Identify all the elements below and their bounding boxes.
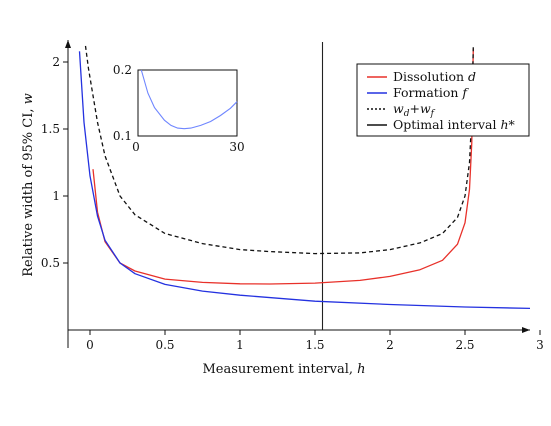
- inset-x-tick-label: 30: [229, 140, 244, 154]
- inset-chart: 0.2 0.10 30: [113, 63, 245, 154]
- x-tick-label: 0: [86, 338, 94, 352]
- legend-entry: Optimal interval h*: [393, 117, 516, 132]
- x-tick-label: 1.5: [305, 338, 324, 352]
- x-axis-label: Measurement interval, h: [202, 362, 365, 377]
- y-tick-label: 2: [52, 55, 60, 69]
- legend-entry: wd+wf: [393, 101, 436, 119]
- formation-f-line: [78, 51, 530, 310]
- x-tick-label: 3: [536, 338, 544, 352]
- inset-frame: [137, 69, 238, 137]
- inset-formation-line: [140, 69, 238, 130]
- y-axis-arrow: [65, 40, 71, 48]
- x-tick-label: 1: [236, 338, 244, 352]
- legend-entry: Dissolution d: [393, 69, 476, 84]
- x-tick-label: 0.5: [155, 338, 174, 352]
- inset-y-tick-label: 0.1: [113, 129, 132, 143]
- y-tick-label: 1: [52, 189, 60, 203]
- legend-entry: Formation f: [393, 85, 469, 100]
- inset-y-tick-label: 0.2: [113, 63, 132, 77]
- x-tick-label: 2.5: [455, 338, 474, 352]
- w-d-w-f-line: [84, 45, 474, 255]
- legend-frame: [356, 63, 530, 137]
- y-tick-label: 0.5: [41, 256, 60, 270]
- y-axis-label: Relative width of 95% CI, w: [21, 93, 36, 277]
- x-axis-arrow: [522, 327, 530, 333]
- plot-series: [78, 42, 530, 330]
- x-tick-label: 2: [386, 338, 394, 352]
- y-tick-label: 1.5: [41, 122, 60, 136]
- inset-x-tick-label: 0: [132, 140, 140, 154]
- axes: 0 0.5 1 1.5 2 2.5 3 0.5 1 1.5 2: [41, 40, 544, 352]
